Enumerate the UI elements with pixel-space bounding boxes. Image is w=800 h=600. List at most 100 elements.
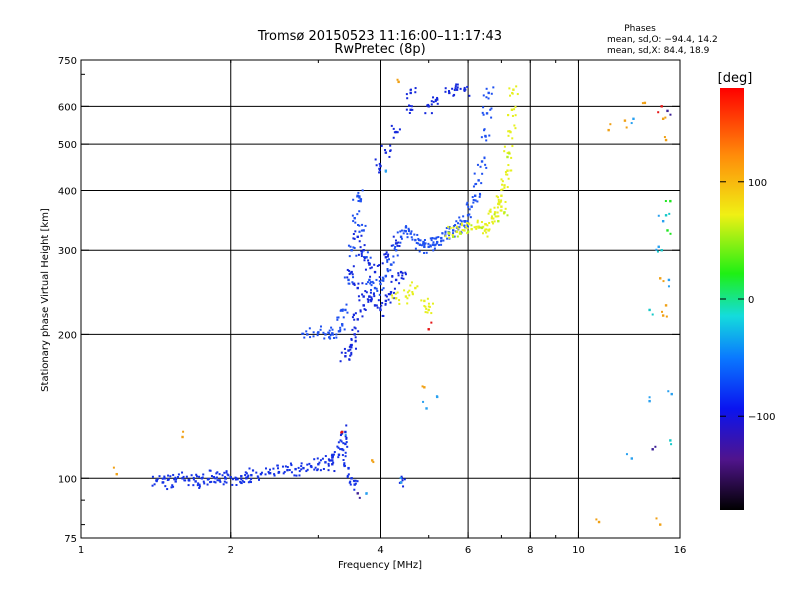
- data-point-echo: [490, 107, 493, 110]
- data-point-echo: [492, 217, 495, 220]
- data-point-echo: [231, 483, 234, 486]
- data-point-echo: [341, 309, 344, 312]
- x-tick-label: 1: [78, 545, 84, 556]
- data-point-echo: [461, 229, 464, 232]
- data-point-echo: [331, 453, 334, 456]
- data-point-echo: [481, 111, 484, 114]
- data-point-echo: [223, 471, 226, 474]
- data-point-echo: [351, 281, 354, 284]
- data-point-echo: [206, 483, 209, 486]
- data-point: [427, 245, 430, 248]
- data-point-echo: [444, 231, 447, 234]
- data-point-echo: [281, 465, 284, 468]
- data-point: [497, 202, 500, 206]
- data-point: [669, 439, 672, 442]
- data-point-echo: [322, 467, 325, 470]
- data-point-echo: [384, 275, 387, 278]
- data-point-echo: [485, 166, 488, 169]
- data-point-echo: [511, 137, 514, 140]
- data-point-echo: [332, 336, 335, 339]
- data-point-echo: [500, 188, 503, 191]
- data-point-echo: [381, 301, 384, 304]
- data-point-echo: [348, 269, 351, 272]
- data-point-echo: [402, 485, 405, 488]
- data-point-echo: [240, 482, 243, 485]
- data-point: [607, 128, 610, 132]
- data-point: [399, 481, 403, 484]
- data-point-echo: [354, 347, 357, 350]
- data-point: [455, 88, 459, 91]
- data-point: [425, 407, 428, 410]
- data-point-echo: [351, 273, 354, 276]
- data-point-echo: [358, 195, 361, 198]
- data-point-echo: [328, 329, 331, 332]
- data-point-echo: [513, 108, 516, 111]
- data-point-echo: [473, 226, 476, 229]
- data-point-echo: [361, 223, 364, 226]
- data-point-echo: [289, 462, 292, 465]
- data-point: [597, 520, 601, 524]
- data-point-echo: [404, 271, 407, 274]
- data-point-echo: [332, 461, 335, 464]
- data-point-echo: [406, 236, 409, 239]
- data-point-echo: [493, 206, 496, 209]
- data-point-echo: [389, 269, 392, 272]
- data-point-echo: [430, 321, 433, 324]
- data-point-echo: [656, 250, 659, 253]
- data-point: [477, 179, 480, 182]
- data-point-echo: [322, 331, 325, 334]
- data-point-echo: [484, 135, 487, 138]
- data-point-echo: [353, 282, 356, 285]
- data-point: [344, 355, 347, 358]
- data-point-echo: [463, 89, 466, 92]
- data-point-echo: [345, 424, 348, 427]
- data-point-echo: [379, 307, 382, 310]
- series-phase-130: [112, 78, 668, 526]
- data-point-echo: [472, 201, 475, 204]
- data-point-echo: [420, 244, 423, 247]
- data-point-echo: [398, 245, 401, 248]
- data-point-echo: [427, 103, 430, 106]
- data-point-echo: [455, 230, 458, 233]
- data-point-echo: [411, 291, 414, 294]
- data-point: [234, 478, 238, 481]
- data-point-echo: [351, 214, 354, 217]
- data-point-echo: [363, 256, 366, 259]
- data-point-echo: [339, 448, 342, 451]
- data-point: [490, 217, 494, 220]
- data-point-echo: [359, 199, 362, 202]
- data-point: [394, 249, 398, 252]
- data-point-echo: [414, 87, 417, 90]
- data-point-echo: [286, 466, 289, 469]
- data-point-echo: [630, 122, 633, 125]
- data-point-echo: [485, 228, 488, 231]
- data-point-echo: [487, 97, 490, 100]
- data-point-echo: [430, 100, 433, 103]
- data-point-echo: [332, 453, 335, 456]
- data-point: [373, 286, 377, 290]
- data-point-echo: [247, 474, 250, 477]
- data-point-echo: [438, 243, 441, 246]
- data-point-echo: [339, 328, 342, 331]
- data-point: [427, 308, 430, 312]
- data-point-echo: [224, 476, 227, 479]
- data-point-echo: [151, 484, 154, 487]
- data-point-echo: [350, 353, 353, 356]
- data-point-echo: [359, 246, 362, 249]
- data-point-echo: [247, 481, 250, 484]
- series-phase-30: [664, 199, 672, 235]
- data-point-echo: [442, 239, 445, 242]
- data-point-echo: [348, 358, 351, 361]
- data-point-echo: [423, 244, 426, 247]
- data-point-echo: [172, 473, 175, 476]
- data-point: [347, 278, 350, 282]
- data-point-echo: [344, 451, 347, 454]
- data-point-echo: [352, 265, 355, 268]
- data-point-echo: [236, 478, 239, 481]
- data-point: [384, 299, 388, 303]
- data-point-echo: [363, 259, 366, 262]
- axis-ticks: 1 2 4 6 8 10 16 75 100 200 300 400 500 600 750: [58, 56, 686, 556]
- data-point-echo: [339, 439, 342, 442]
- data-point-echo: [440, 239, 443, 242]
- data-point-echo: [501, 180, 504, 183]
